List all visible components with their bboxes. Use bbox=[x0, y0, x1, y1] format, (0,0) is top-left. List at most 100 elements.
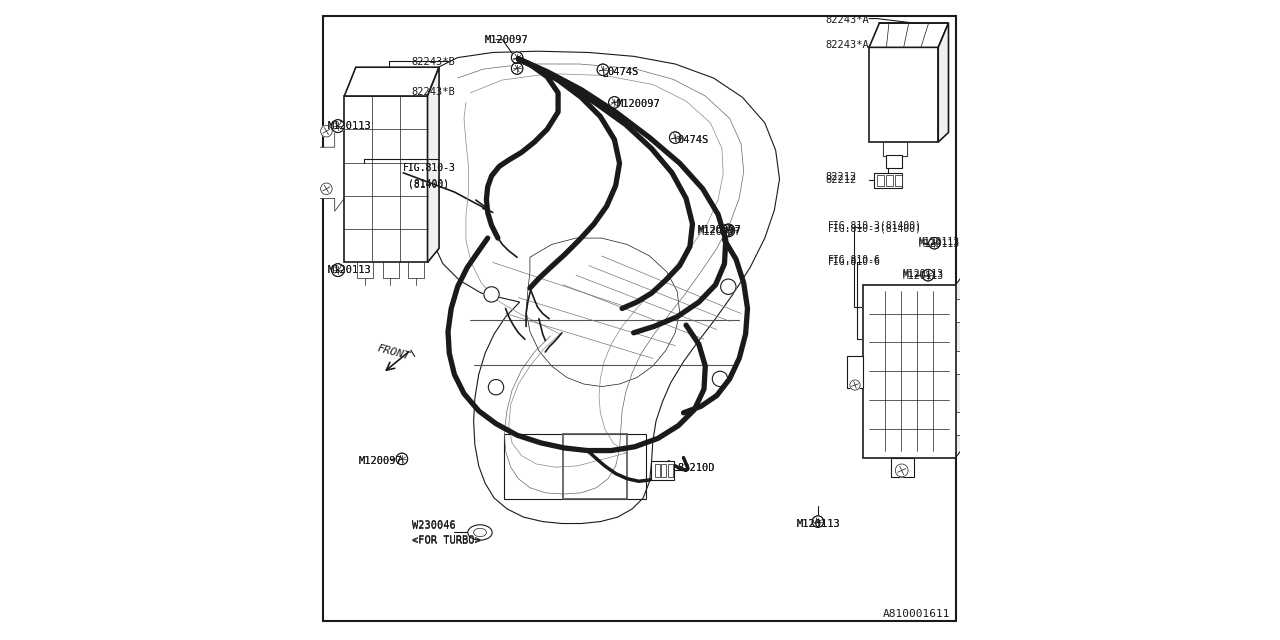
Text: 82243*B: 82243*B bbox=[412, 87, 456, 97]
Circle shape bbox=[669, 132, 681, 143]
Bar bbox=[886, 175, 893, 186]
Polygon shape bbox=[891, 458, 914, 477]
Circle shape bbox=[722, 224, 735, 237]
Text: 0474S: 0474S bbox=[677, 134, 708, 145]
Circle shape bbox=[669, 132, 681, 143]
Circle shape bbox=[512, 52, 524, 63]
Bar bbox=[886, 155, 902, 168]
Circle shape bbox=[961, 417, 973, 429]
Text: M120097: M120097 bbox=[485, 35, 529, 45]
Circle shape bbox=[484, 287, 499, 302]
Bar bbox=[847, 356, 863, 388]
Text: W230046: W230046 bbox=[412, 521, 456, 531]
Circle shape bbox=[929, 237, 940, 249]
Text: M120097: M120097 bbox=[617, 99, 660, 109]
Text: M120097: M120097 bbox=[485, 35, 529, 45]
Bar bbox=[655, 464, 660, 477]
Text: 82210D: 82210D bbox=[677, 463, 714, 474]
Polygon shape bbox=[319, 122, 344, 211]
Circle shape bbox=[512, 63, 524, 74]
Polygon shape bbox=[955, 412, 972, 435]
Bar bbox=[652, 461, 675, 480]
Text: 0474S: 0474S bbox=[608, 67, 639, 77]
Bar bbox=[408, 262, 425, 278]
Circle shape bbox=[320, 125, 333, 137]
Text: 82212: 82212 bbox=[826, 175, 856, 186]
Text: (81400): (81400) bbox=[408, 179, 449, 189]
Circle shape bbox=[596, 64, 609, 76]
Text: M120113: M120113 bbox=[902, 269, 943, 279]
Ellipse shape bbox=[474, 529, 486, 536]
Circle shape bbox=[721, 279, 736, 294]
Text: M120113: M120113 bbox=[902, 271, 943, 282]
Text: M120113: M120113 bbox=[328, 265, 371, 275]
Text: <FOR TURBO>: <FOR TURBO> bbox=[412, 534, 480, 545]
Text: (81400): (81400) bbox=[408, 179, 449, 189]
Circle shape bbox=[332, 120, 344, 132]
Text: FIG.810-3(81400): FIG.810-3(81400) bbox=[828, 223, 922, 234]
Text: 0474S: 0474S bbox=[608, 67, 639, 77]
Circle shape bbox=[722, 224, 735, 237]
Bar bbox=[883, 142, 908, 156]
Text: FIG.810-6: FIG.810-6 bbox=[828, 255, 881, 266]
Polygon shape bbox=[955, 351, 972, 374]
Circle shape bbox=[929, 237, 940, 249]
Polygon shape bbox=[955, 300, 972, 323]
Text: M120113: M120113 bbox=[328, 121, 371, 131]
Circle shape bbox=[895, 464, 908, 477]
Polygon shape bbox=[428, 67, 439, 262]
Circle shape bbox=[489, 380, 504, 395]
Text: FIG.810-3: FIG.810-3 bbox=[403, 163, 456, 173]
Circle shape bbox=[596, 64, 609, 76]
Bar bbox=[896, 175, 901, 186]
Circle shape bbox=[609, 97, 621, 108]
Bar bbox=[874, 173, 901, 188]
Circle shape bbox=[512, 52, 524, 63]
Circle shape bbox=[512, 63, 524, 74]
Text: M120097: M120097 bbox=[698, 225, 741, 236]
Text: W230046: W230046 bbox=[412, 520, 456, 530]
Bar bbox=[383, 262, 399, 278]
Circle shape bbox=[922, 269, 934, 281]
Circle shape bbox=[721, 225, 732, 236]
Text: M120113: M120113 bbox=[328, 265, 371, 275]
Text: FRONT: FRONT bbox=[376, 343, 411, 362]
Text: M120113: M120113 bbox=[919, 237, 960, 247]
Circle shape bbox=[320, 183, 333, 195]
Circle shape bbox=[721, 225, 732, 236]
Text: 0474S: 0474S bbox=[677, 134, 708, 145]
Text: FIG.810-6: FIG.810-6 bbox=[828, 257, 881, 268]
Circle shape bbox=[961, 305, 973, 317]
Circle shape bbox=[332, 120, 344, 132]
Circle shape bbox=[332, 264, 344, 276]
Circle shape bbox=[813, 516, 824, 527]
Circle shape bbox=[850, 380, 860, 390]
Bar bbox=[662, 464, 667, 477]
Text: M120097: M120097 bbox=[358, 456, 402, 466]
Circle shape bbox=[332, 264, 344, 276]
Circle shape bbox=[397, 453, 407, 465]
Bar bbox=[878, 175, 884, 186]
Text: M120097: M120097 bbox=[617, 99, 660, 109]
Text: 82243*A: 82243*A bbox=[826, 40, 869, 50]
Polygon shape bbox=[955, 273, 965, 458]
Text: 82243*B: 82243*B bbox=[412, 57, 456, 67]
Text: 82210D: 82210D bbox=[677, 463, 714, 474]
Text: M120113: M120113 bbox=[796, 518, 840, 529]
Text: M120113: M120113 bbox=[796, 518, 840, 529]
Circle shape bbox=[609, 97, 621, 108]
Circle shape bbox=[922, 269, 934, 281]
Circle shape bbox=[713, 371, 727, 387]
Text: M120113: M120113 bbox=[328, 121, 371, 131]
Ellipse shape bbox=[467, 525, 493, 540]
Text: 82212: 82212 bbox=[826, 172, 856, 182]
Polygon shape bbox=[869, 23, 948, 47]
Bar bbox=[357, 262, 374, 278]
Bar bbox=[883, 142, 908, 156]
Text: M120097: M120097 bbox=[698, 225, 741, 236]
Text: M120097: M120097 bbox=[698, 227, 741, 237]
Polygon shape bbox=[938, 23, 948, 142]
Bar bbox=[869, 47, 938, 142]
Text: A810001611: A810001611 bbox=[883, 609, 951, 620]
Bar bbox=[863, 285, 955, 458]
